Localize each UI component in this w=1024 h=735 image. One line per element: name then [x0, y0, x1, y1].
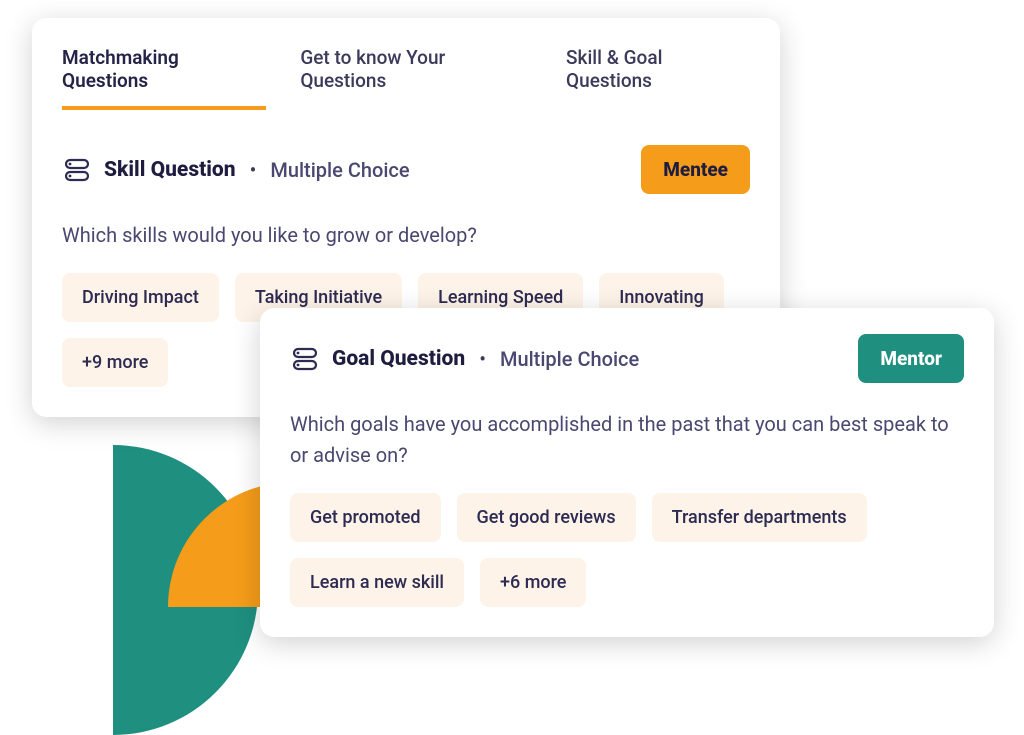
question-header: Goal Question • Multiple Choice Mentor — [290, 334, 964, 383]
scroll-icon — [290, 344, 320, 374]
separator-dot: • — [479, 347, 486, 371]
chip-get-promoted[interactable]: Get promoted — [290, 493, 441, 542]
tab-get-to-know-your-questions[interactable]: Get to know Your Questions — [300, 46, 532, 110]
mentee-badge: Mentee — [641, 145, 750, 194]
separator-dot: • — [250, 158, 257, 182]
question-header: Skill Question • Multiple Choice Mentee — [62, 145, 750, 194]
goal-question-card: Goal Question • Multiple Choice Mentor W… — [260, 308, 994, 637]
scroll-icon — [62, 155, 92, 185]
tab-skill-and-goal-questions[interactable]: Skill & Goal Questions — [566, 46, 750, 110]
question-type: Multiple Choice — [500, 347, 639, 371]
goal-chips: Get promoted Get good reviews Transfer d… — [290, 493, 964, 607]
chip-transfer-departments[interactable]: Transfer departments — [652, 493, 867, 542]
question-type: Multiple Choice — [270, 158, 409, 182]
tabs: Matchmaking Questions Get to know Your Q… — [62, 46, 750, 111]
tab-matchmaking-questions[interactable]: Matchmaking Questions — [62, 46, 266, 110]
question-prompt: Which goals have you accomplished in the… — [290, 409, 964, 471]
chip-get-good-reviews[interactable]: Get good reviews — [457, 493, 636, 542]
question-prompt: Which skills would you like to grow or d… — [62, 220, 750, 251]
chip-more-goals[interactable]: +6 more — [480, 558, 586, 607]
question-title: Skill Question — [104, 158, 236, 182]
chip-driving-impact[interactable]: Driving Impact — [62, 273, 219, 322]
chip-learn-a-new-skill[interactable]: Learn a new skill — [290, 558, 464, 607]
question-title: Goal Question — [332, 347, 465, 371]
mentor-badge: Mentor — [858, 334, 964, 383]
chip-more-skills[interactable]: +9 more — [62, 338, 168, 387]
